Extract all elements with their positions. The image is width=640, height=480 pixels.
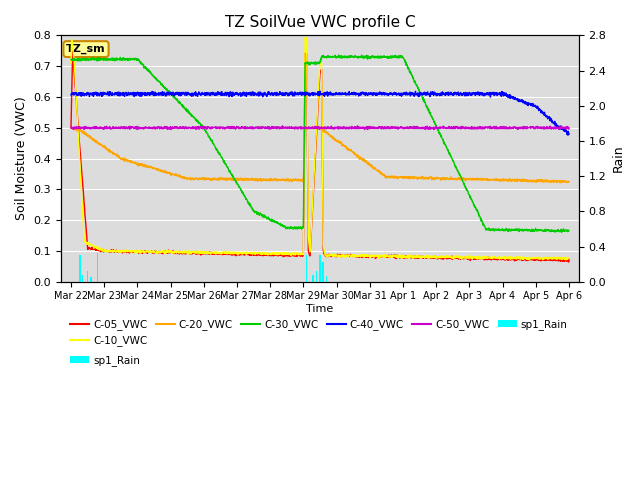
Bar: [79, 255, 81, 282]
Bar: [319, 255, 321, 282]
Bar: [97, 252, 99, 282]
Y-axis label: Rain: Rain: [612, 145, 625, 172]
Bar: [312, 275, 314, 282]
Y-axis label: Soil Moisture (VWC): Soil Moisture (VWC): [15, 96, 28, 220]
Bar: [82, 275, 83, 282]
X-axis label: Time: Time: [307, 304, 333, 314]
Bar: [323, 263, 324, 282]
Bar: [306, 255, 307, 282]
Legend: sp1_Rain: sp1_Rain: [66, 351, 145, 370]
Bar: [87, 271, 88, 282]
Bar: [326, 276, 328, 282]
Bar: [316, 271, 317, 282]
Bar: [90, 277, 92, 282]
Title: TZ SoilVue VWC profile C: TZ SoilVue VWC profile C: [225, 15, 415, 30]
Text: TZ_sm: TZ_sm: [66, 44, 106, 54]
